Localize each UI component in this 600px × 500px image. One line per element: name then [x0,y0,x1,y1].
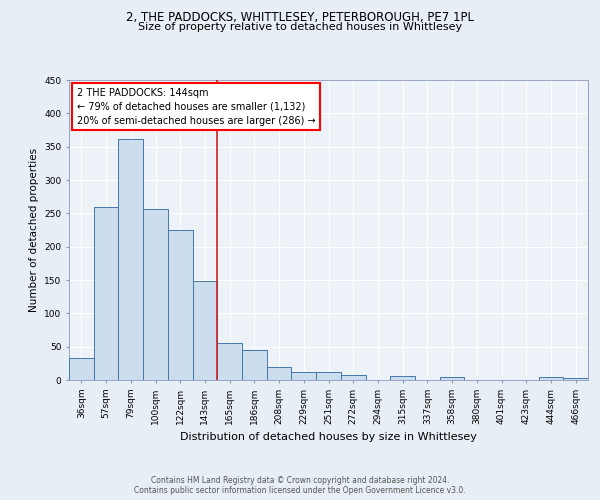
Bar [69,358,94,380]
Text: Contains HM Land Registry data © Crown copyright and database right 2024.: Contains HM Land Registry data © Crown c… [151,476,449,485]
Bar [539,378,563,380]
Text: Contains public sector information licensed under the Open Government Licence v3: Contains public sector information licen… [134,486,466,495]
Bar [143,208,168,380]
Bar [292,372,316,380]
Y-axis label: Number of detached properties: Number of detached properties [29,148,38,312]
Text: 2 THE PADDOCKS: 144sqm
← 79% of detached houses are smaller (1,132)
20% of semi-: 2 THE PADDOCKS: 144sqm ← 79% of detached… [77,88,316,126]
Text: Size of property relative to detached houses in Whittlesey: Size of property relative to detached ho… [138,22,462,32]
Bar [440,378,464,380]
Text: 2, THE PADDOCKS, WHITTLESEY, PETERBOROUGH, PE7 1PL: 2, THE PADDOCKS, WHITTLESEY, PETERBOROUG… [126,11,474,24]
X-axis label: Distribution of detached houses by size in Whittlesey: Distribution of detached houses by size … [180,432,477,442]
Bar [94,206,118,380]
Bar [341,374,365,380]
Bar [118,138,143,380]
Bar [390,376,415,380]
Bar [217,344,242,380]
Bar [242,350,267,380]
Bar [168,230,193,380]
Bar [267,366,292,380]
Bar [316,372,341,380]
Bar [193,282,217,380]
Bar [563,378,588,380]
